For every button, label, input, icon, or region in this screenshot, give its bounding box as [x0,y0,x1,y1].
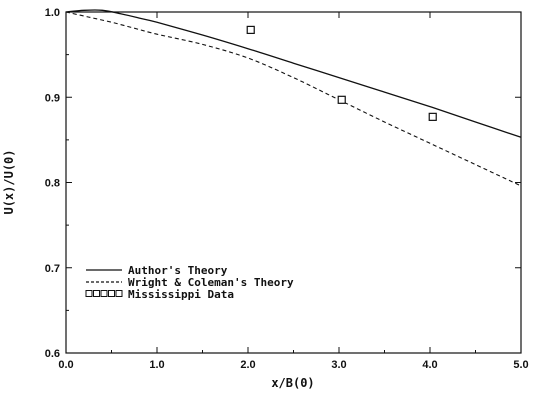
x-axis-title: x/B(0) [271,376,314,390]
legend-label: Wright & Coleman's Theory [128,276,294,289]
y-tick-label: 0.9 [45,92,60,104]
legend-label: Author's Theory [128,264,228,277]
y-tick-label: 0.6 [45,348,60,360]
wright-coleman-theory-line [65,11,522,187]
legend-label: Mississippi Data [128,288,234,301]
axis-ticks: 0.0 1.0 2.0 3.0 4.0 5.0 0.6 0.7 0.8 0.9 1.0 [45,7,529,371]
series-layer [65,9,522,187]
y-axis-title: U(x)/U(0) [2,149,16,214]
x-tick-label: 1.0 [149,359,164,371]
y-tick-label: 0.8 [45,178,60,190]
y-tick-label: 0.7 [45,263,60,275]
legend-marker-square [108,290,115,297]
mississippi-data-point [428,112,437,121]
authors-theory-line [65,9,522,138]
x-tick-label: 0.0 [58,359,73,371]
mississippi-data-point [337,95,346,104]
legend-marker-square [85,290,93,297]
x-tick-label: 4.0 [422,359,437,371]
x-tick-label: 3.0 [331,359,346,371]
y-tick-label: 1.0 [45,7,60,19]
x-tick-label: 2.0 [240,359,255,371]
legend-marker-square [115,290,123,297]
legend-marker-square [93,290,100,297]
mississippi-data-point [246,25,255,35]
x-tick-label: 5.0 [513,359,528,371]
legend-marker-square [100,290,108,297]
